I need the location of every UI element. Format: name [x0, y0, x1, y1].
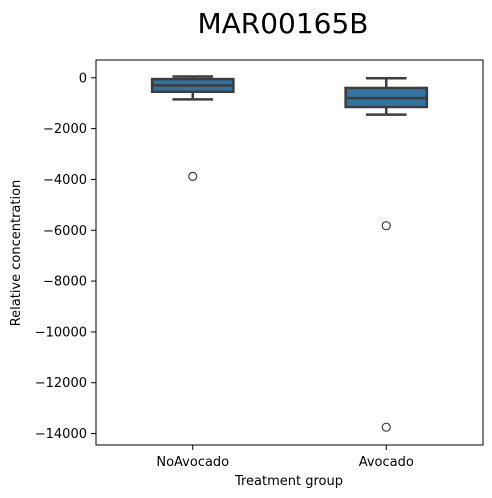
y-tick-label: −8000	[43, 275, 87, 290]
x-tick-label: NoAvocado	[156, 455, 229, 470]
y-tick-label: 0	[79, 71, 87, 86]
y-axis: 0 −2000 −4000 −6000 −8000 −10000 −12000 −14000	[35, 71, 96, 442]
chart-title: MAR00165B	[197, 7, 368, 40]
y-tick-label: −14000	[35, 427, 87, 442]
y-tick-label: −10000	[35, 325, 87, 340]
x-tick-label: Avocado	[359, 455, 414, 470]
x-axis-label: Treatment group	[234, 474, 343, 489]
y-tick-label: −2000	[43, 122, 87, 137]
box-noavocado	[150, 75, 235, 181]
y-tick-label: −4000	[43, 173, 87, 188]
x-axis: NoAvocado Avocado	[156, 445, 414, 470]
outlier-point	[188, 171, 198, 181]
plot-frame	[95, 59, 484, 446]
y-tick-label: −12000	[35, 376, 87, 391]
outlier-point	[381, 422, 391, 432]
box-avocado	[344, 77, 429, 432]
boxes-group	[150, 75, 429, 432]
outlier-point	[381, 221, 391, 231]
y-tick-label: −6000	[43, 224, 87, 239]
y-axis-label: Relative concentration	[9, 180, 24, 327]
